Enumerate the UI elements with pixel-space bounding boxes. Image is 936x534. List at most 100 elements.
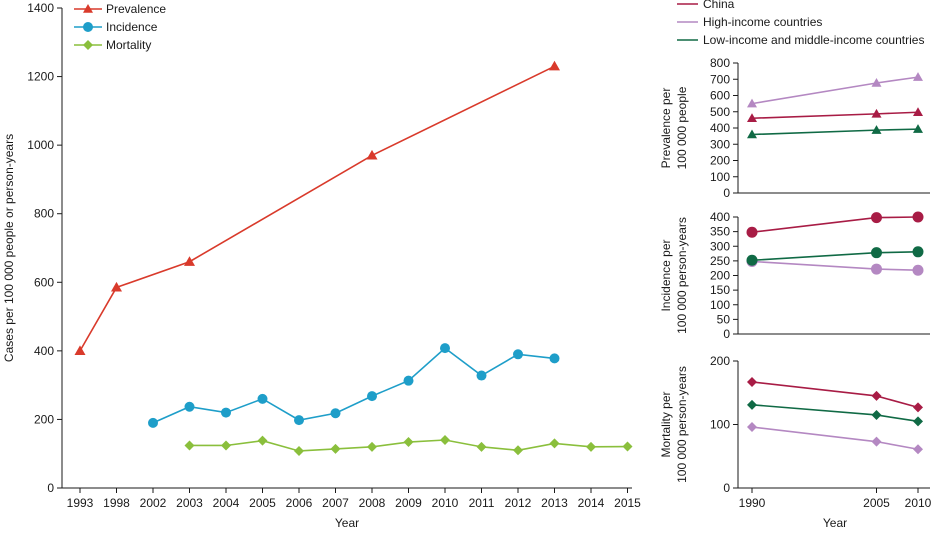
data-point-mortality [294,445,304,456]
data-point-incidence [403,375,414,386]
panel-series-line [751,260,919,272]
panel-y-axis-title: 100 000 people [675,86,689,169]
y-tick-label: 1000 [27,138,54,152]
data-point-prevalence [184,256,195,266]
panel-y-tick-label: 0 [723,186,730,200]
data-point-mortality [586,441,596,452]
data-point-mortality [184,440,195,451]
panel-y-tick-label: 600 [710,89,730,103]
data-point-mortality [257,435,268,446]
panel-data-point [747,399,757,410]
data-point-prevalence [111,281,122,292]
panel-data-point [747,113,757,122]
legend-marker [83,40,93,50]
panel-x-tick-label: 2005 [863,496,890,510]
panel-y-tick-label: 150 [710,283,730,297]
data-point-mortality [367,441,377,452]
x-tick-label: 2002 [140,496,167,510]
data-point-incidence [549,353,560,364]
data-point-mortality [513,445,523,456]
x-tick-label: 2012 [505,496,532,510]
panel-data-point [912,211,924,223]
x-tick-label: 2005 [249,496,276,510]
data-point-incidence [513,349,523,360]
data-point-incidence [476,370,487,381]
panel-data-point [871,247,882,259]
x-tick-label: 2011 [469,496,495,510]
panel-data-point [747,98,757,108]
legend-label: High-income countries [703,15,822,29]
legend-label: Mortality [106,38,151,52]
legend-marker [83,4,93,13]
data-point-mortality [403,437,414,448]
panel-y-tick-label: 50 [717,312,731,326]
legend-label: Low-income and middle-income countries [703,33,924,47]
panel-y-tick-label: 250 [710,254,730,268]
x-tick-label: 2004 [213,496,240,510]
panel-data-point [913,107,923,116]
y-tick-label: 200 [34,412,54,426]
series-line-prevalence [79,65,555,352]
data-point-mortality [549,438,560,449]
panel-y-tick-label: 800 [710,56,730,70]
panel-series-line [751,251,919,262]
panel-data-point [913,124,923,133]
x-tick-label: 2013 [541,496,568,510]
x-axis-title: Year [335,516,359,529]
legend-label: Prevalence [106,2,166,16]
panel-series-line [751,381,919,409]
legend-marker [83,22,93,32]
y-tick-label: 800 [34,207,54,221]
panel-y-axis-title: Mortality per [659,391,673,457]
x-tick-label: 2008 [359,496,386,510]
y-tick-label: 400 [34,344,54,358]
panel-y-tick-label: 350 [710,225,730,239]
x-tick-label: 2014 [578,496,605,510]
panel-data-point [871,77,882,87]
y-tick-label: 1200 [27,70,54,84]
panel-data-point [871,263,882,275]
data-point-mortality [622,441,633,452]
data-point-mortality [476,441,487,452]
x-tick-label: 2007 [322,496,349,510]
panel-y-tick-label: 100 [710,170,730,184]
panel-series-line [751,111,919,120]
data-point-incidence [367,391,377,402]
panel-data-point [871,212,882,224]
panel-data-point [871,108,882,118]
data-point-incidence [184,401,195,412]
panel-data-point [871,409,882,420]
panel-y-tick-label: 400 [710,210,730,224]
data-point-mortality [440,435,450,445]
panel-data-point [746,254,758,266]
x-tick-label: 2015 [614,496,641,510]
panel-series-line [751,128,919,136]
data-point-prevalence [549,60,560,71]
panel-data-point [913,402,923,413]
panel-y-tick-label: 200 [710,269,730,283]
legend-label: China [703,0,735,11]
y-tick-label: 0 [47,481,54,495]
data-point-incidence [294,415,304,426]
x-tick-label: 1993 [67,496,94,510]
data-point-incidence [330,408,341,419]
panel-data-point [747,129,757,139]
panel-series-line [751,404,919,423]
y-tick-label: 1400 [27,1,54,15]
x-tick-label: 2009 [395,496,422,510]
y-tick-label: 600 [34,275,54,289]
panel-y-tick-label: 500 [710,105,730,119]
panel-y-tick-label: 0 [723,481,730,495]
panel-data-point [746,226,758,238]
panel-y-tick-label: 300 [710,137,730,151]
panel-series-line [751,426,919,451]
panel-series-line [751,216,919,234]
panel-y-axis-title: 100 000 person-years [675,217,689,334]
panel-y-axis-title: Incidence per [659,239,673,311]
panel-y-tick-label: 300 [710,239,730,253]
panel-x-axis-title: Year [823,516,847,529]
data-point-mortality [330,443,341,454]
panel-y-tick-label: 200 [710,354,730,368]
panel-data-point [912,264,924,276]
